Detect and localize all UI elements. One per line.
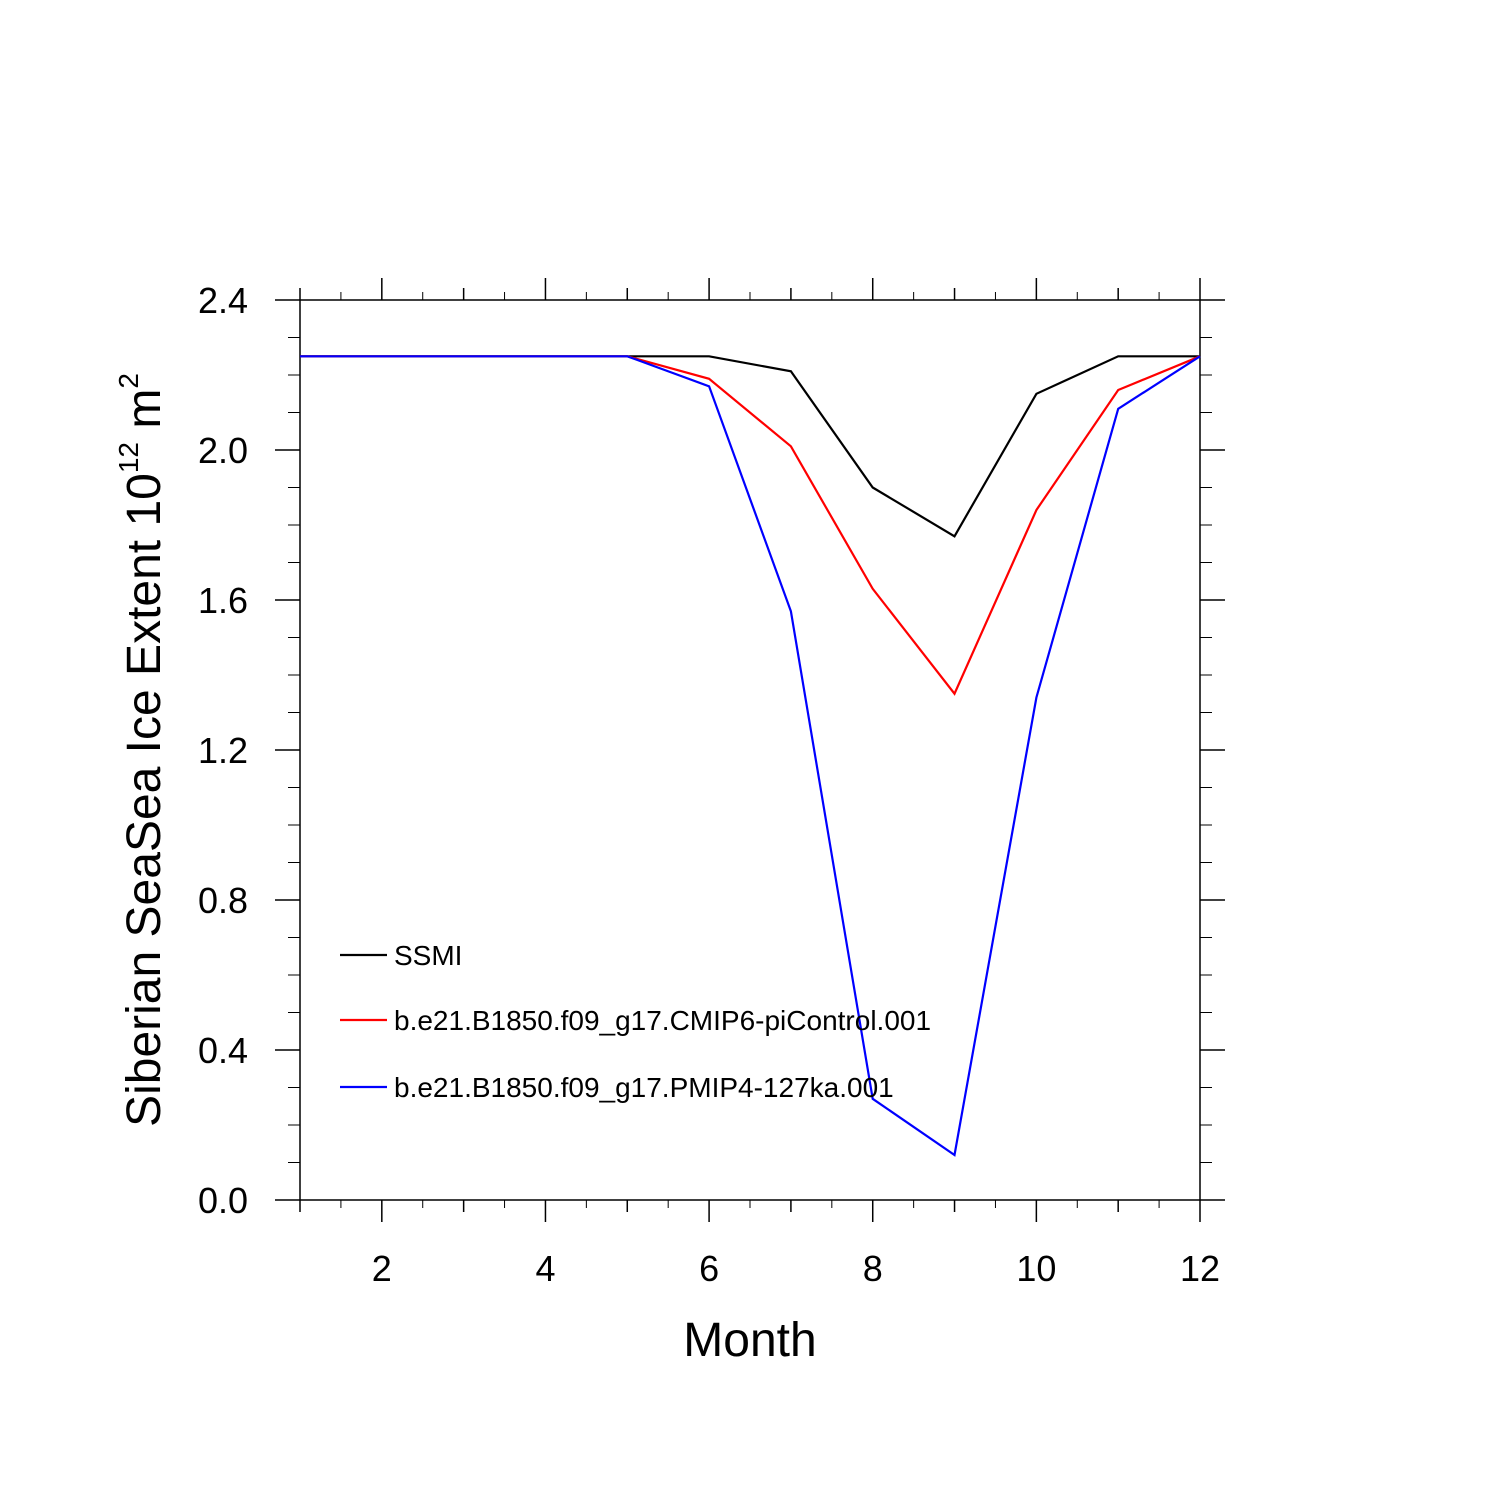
y-axis-title: Siberian SeaSea Ice Extent 1012 m2 bbox=[113, 373, 171, 1127]
series-line-2 bbox=[300, 355, 1201, 696]
y-axis-tick-label: 0.4 bbox=[198, 1030, 248, 1071]
axes-group: 2 4 6 8 10 12 0.0 0.4 0.8 1.2 1.6 2.0 2.4 bbox=[198, 278, 1225, 1289]
x-axis-tick-label: 2 bbox=[372, 1248, 392, 1289]
y-axis-tick-label: 1.2 bbox=[198, 730, 248, 771]
y-axis-tick-label: 2.0 bbox=[198, 430, 248, 471]
series-line-1 bbox=[300, 355, 1200, 538]
y-axis-tick-label: 0.0 bbox=[198, 1180, 248, 1221]
x-axis-tick-label: 10 bbox=[1016, 1248, 1056, 1289]
legend: SSMI b.e21.B1850.f09_g17.CMIP6-piControl.… bbox=[340, 940, 931, 1103]
y-axis-title-unit: m bbox=[118, 389, 171, 442]
legend-label: b.e21.B1850.f09_g17.CMIP6-piControl.001 bbox=[394, 1005, 931, 1036]
x-axis-tick-label: 6 bbox=[699, 1248, 719, 1289]
x-axis-tick-label: 8 bbox=[863, 1248, 883, 1289]
plot-frame bbox=[299, 299, 1201, 1201]
y-axis-tick-label: 1.6 bbox=[198, 580, 248, 621]
x-axis-tick-label: 12 bbox=[1180, 1248, 1220, 1289]
x-axis-title: Month bbox=[683, 1314, 816, 1367]
x-axis-tick-label: 4 bbox=[535, 1248, 555, 1289]
y-axis-tick-label: 2.4 bbox=[198, 280, 248, 321]
series-line-3 bbox=[300, 355, 1201, 1157]
legend-label: b.e21.B1850.f09_g17.PMIP4-127ka.001 bbox=[394, 1072, 894, 1103]
legend-label: SSMI bbox=[394, 940, 462, 971]
y-axis-title-unit-exponent: 2 bbox=[113, 373, 144, 389]
y-axis-tick-label: 0.8 bbox=[198, 880, 248, 921]
series-group bbox=[300, 355, 1201, 1157]
y-axis-title-text: Siberian SeaSea Ice Extent 10 bbox=[118, 473, 171, 1127]
y-axis-title-exponent: 12 bbox=[113, 442, 144, 473]
